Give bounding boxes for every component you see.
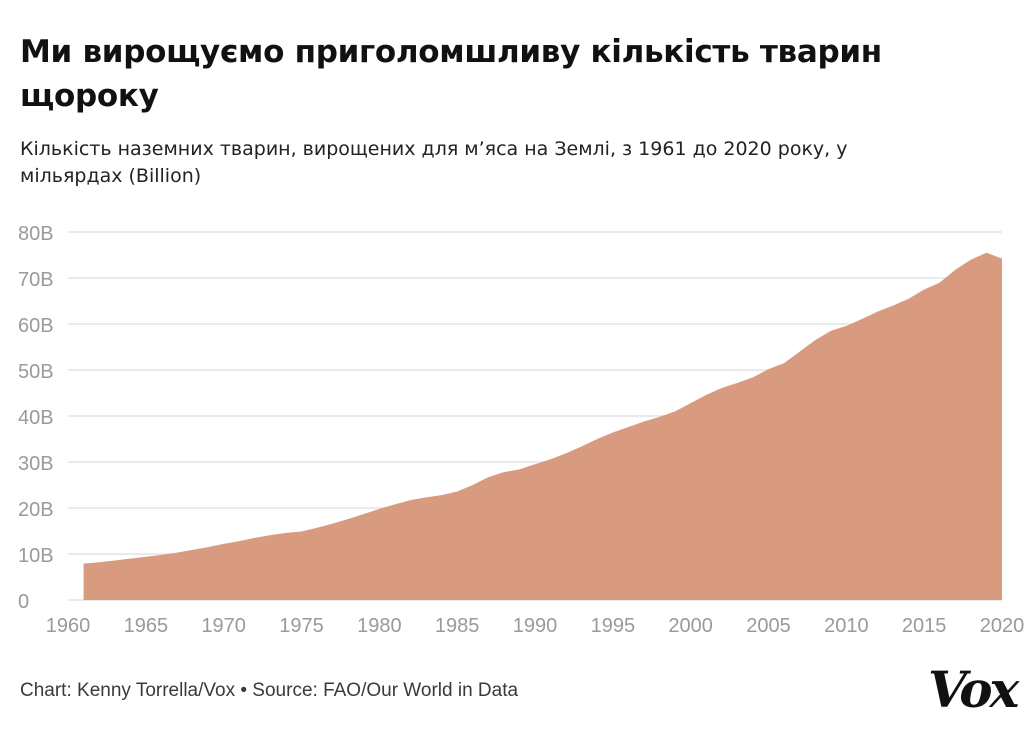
y-tick-label: 20B (18, 499, 54, 521)
y-tick-label: 10B (18, 545, 54, 567)
x-tick-label: 2010 (824, 615, 869, 637)
series-area (83, 252, 1003, 600)
x-tick-label: 2020 (980, 615, 1024, 637)
x-tick-label: 1975 (279, 615, 324, 637)
chart-subtitle: Кількість наземних тварин, вирощених для… (20, 138, 848, 187)
y-tick-label: 60B (18, 315, 54, 337)
x-tick-label: 2015 (902, 615, 947, 637)
vox-logo: Vox (928, 660, 1019, 719)
y-tick-label: 50B (18, 361, 54, 383)
x-tick-label: 1960 (46, 615, 91, 637)
x-tick-label: 1985 (435, 615, 480, 637)
y-tick-label: 70B (18, 269, 54, 291)
y-tick-label: 40B (18, 407, 54, 429)
y-tick-label: 0 (18, 591, 29, 613)
x-tick-label: 1995 (591, 615, 636, 637)
x-tick-label: 1990 (513, 615, 558, 637)
x-tick-label: 1980 (357, 615, 402, 637)
chart-title: Ми вирощуємо приголомшливу кількість тва… (20, 34, 882, 114)
x-tick-label: 1970 (201, 615, 246, 637)
x-tick-label: 1965 (124, 615, 169, 637)
y-tick-label: 80B (18, 223, 54, 245)
x-tick-label: 2005 (746, 615, 791, 637)
y-tick-label: 30B (18, 453, 54, 475)
chart-source-credit: Chart: Kenny Torrella/Vox • Source: FAO/… (20, 680, 519, 701)
x-tick-label: 2000 (668, 615, 713, 637)
